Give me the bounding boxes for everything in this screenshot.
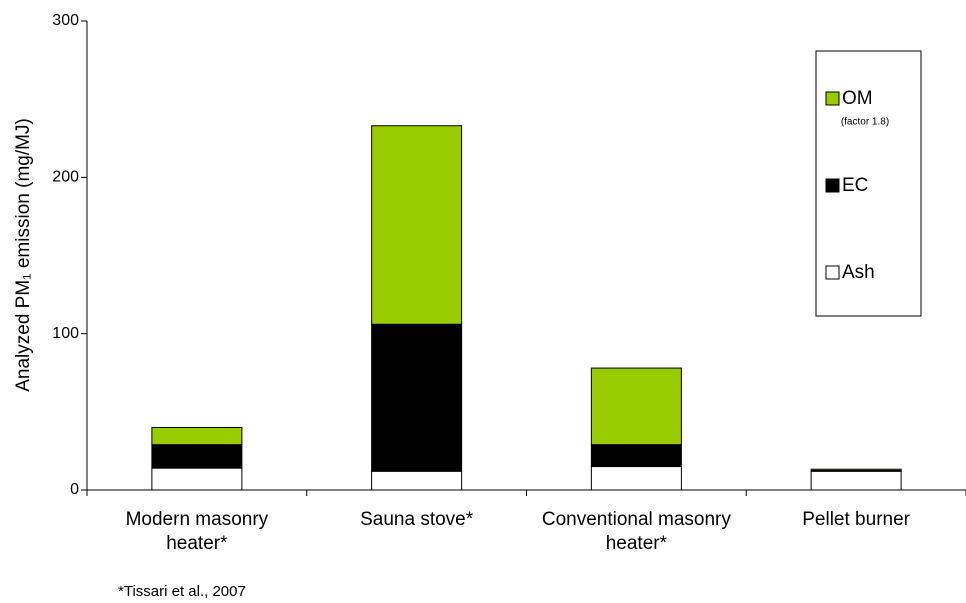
- legend-marker: [825, 265, 840, 280]
- y-tick-label: 0: [70, 481, 79, 498]
- y-axis-label: Analyzed PM₁ emission (mg/MJ): [13, 118, 34, 392]
- bar-segment: [810, 470, 902, 491]
- bar-segment: [590, 367, 682, 446]
- legend-marker: [825, 91, 840, 106]
- legend-label: OM: [842, 88, 873, 109]
- bar-segment: [371, 470, 463, 491]
- bar-segment: [590, 444, 682, 468]
- legend-label: Ash: [842, 262, 875, 283]
- legend-note: (factor 1.8): [841, 117, 889, 128]
- bar-segment: [371, 323, 463, 472]
- x-tick-label: Conventional masonry heater*: [541, 509, 731, 554]
- bar-segment: [371, 125, 463, 325]
- bar-segment: [151, 444, 243, 469]
- x-tick-label: Pellet burner: [802, 509, 910, 530]
- legend-marker: [825, 178, 840, 193]
- y-tick-label: 100: [52, 325, 79, 342]
- legend-label: EC: [842, 175, 868, 196]
- x-tick-label: Sauna stove*: [360, 509, 474, 530]
- annotation: *Tissari et al., 2007: [118, 583, 246, 600]
- bar-segment: [151, 426, 243, 446]
- bar-segment: [810, 468, 902, 471]
- bar-segment: [590, 466, 682, 491]
- y-tick-label: 200: [52, 169, 79, 186]
- x-tick-label: Modern masonry heater*: [125, 509, 269, 554]
- bar-segment: [151, 467, 243, 491]
- y-tick-label: 300: [52, 12, 79, 29]
